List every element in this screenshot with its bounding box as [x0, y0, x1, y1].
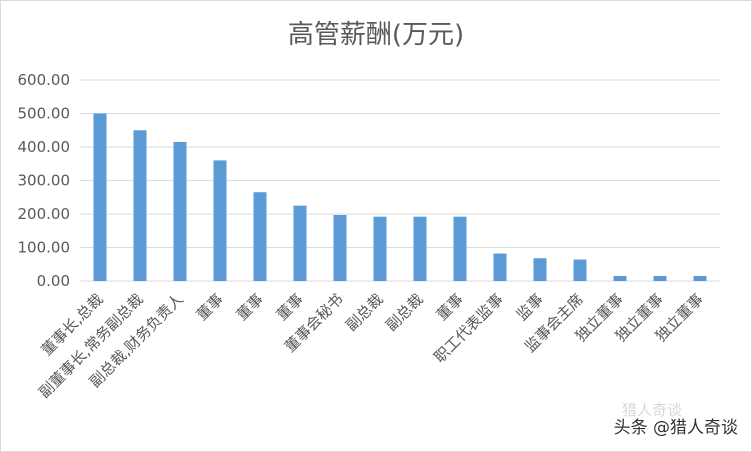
bar: [333, 215, 347, 281]
x-tick-label: 副总裁: [382, 290, 427, 335]
bar: [533, 258, 547, 281]
bar: [293, 205, 307, 281]
x-tick-label: 董事: [273, 290, 307, 324]
x-tick-label: 副总裁: [342, 290, 387, 335]
x-tick-label: 监事: [513, 290, 547, 324]
chart-title: 高管薪酬(万元): [287, 20, 465, 50]
watermark: 猎人奇谈 头条 @猎人奇谈: [613, 401, 738, 438]
bars: [93, 113, 707, 281]
y-tick-label: 400.00: [18, 138, 71, 156]
watermark-text: 头条 @猎人奇谈: [613, 418, 738, 438]
x-tick-label: 董事: [233, 290, 267, 324]
bar: [453, 216, 467, 281]
bar: [573, 259, 587, 281]
bar: [413, 216, 427, 281]
bar: [493, 253, 507, 281]
bar: [253, 192, 267, 281]
bar: [133, 130, 147, 281]
y-tick-label: 100.00: [18, 239, 71, 257]
gridlines: [80, 79, 720, 282]
y-tick-label: 0.00: [37, 272, 70, 290]
y-tick-label: 500.00: [18, 105, 71, 123]
bar: [93, 113, 107, 281]
bar: [653, 275, 667, 281]
bar: [213, 160, 227, 281]
y-tick-label: 200.00: [18, 205, 71, 223]
bar: [373, 216, 387, 281]
x-tick-label: 董事: [193, 290, 227, 324]
bar: [613, 275, 627, 281]
bar: [173, 141, 187, 281]
y-axis-tick-labels: 0.00 100.00 200.00 300.00 400.00 500.00 600.00: [18, 71, 71, 290]
y-tick-label: 300.00: [18, 172, 71, 190]
y-tick-label: 600.00: [18, 71, 71, 89]
x-tick-label: 董事: [433, 290, 467, 324]
watermark-ghost-text: 猎人奇谈: [621, 401, 682, 419]
bar: [693, 275, 707, 281]
